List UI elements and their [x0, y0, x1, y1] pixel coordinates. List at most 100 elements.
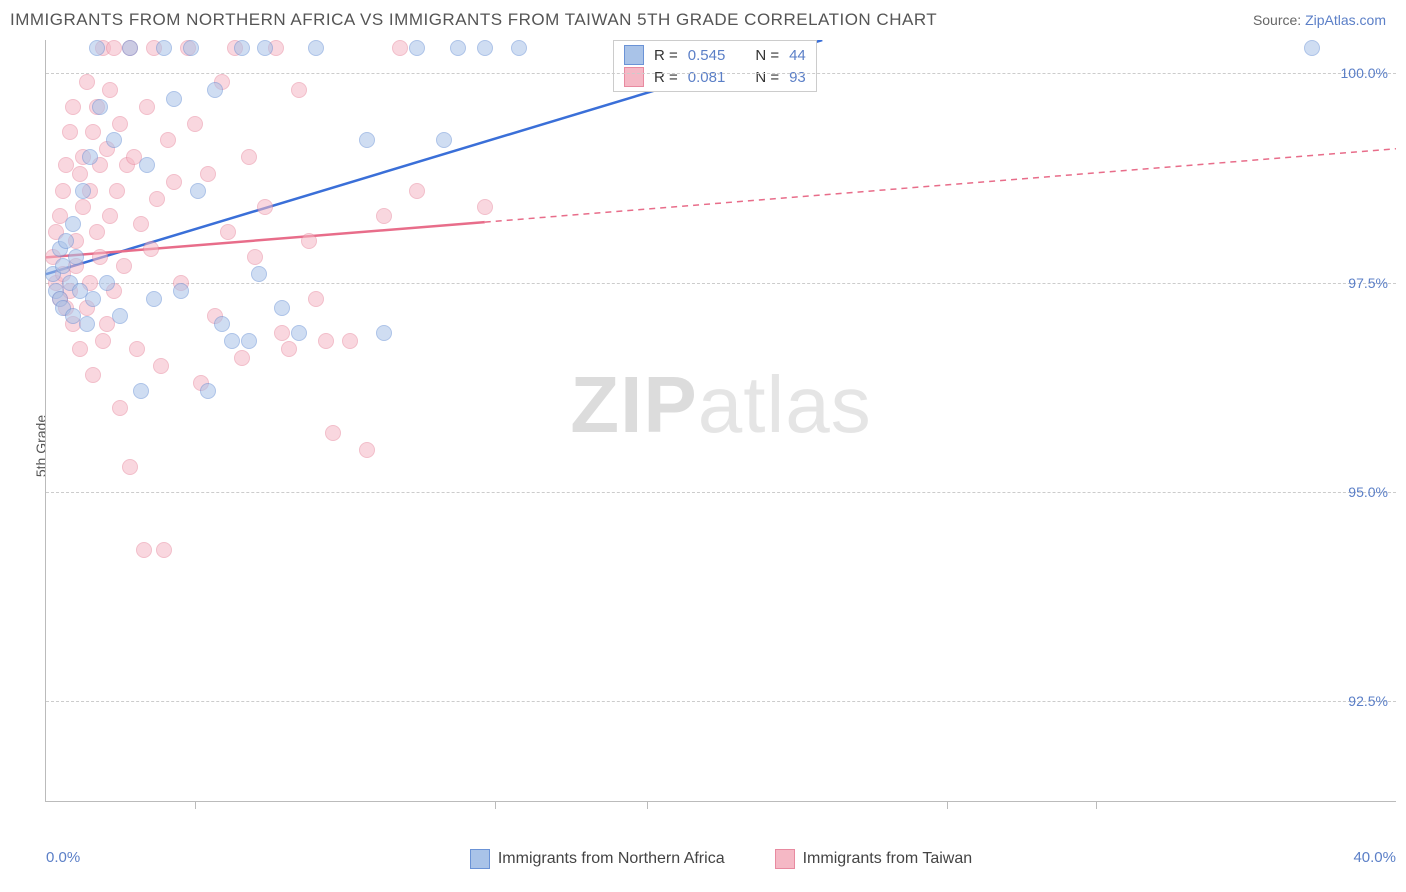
data-point	[62, 124, 78, 140]
gridline	[46, 701, 1396, 702]
source-prefix: Source:	[1253, 12, 1305, 28]
x-tick	[647, 801, 648, 809]
data-point	[102, 82, 118, 98]
watermark-light: atlas	[698, 360, 872, 449]
watermark: ZIPatlas	[570, 359, 871, 451]
data-point	[241, 333, 257, 349]
data-point	[68, 249, 84, 265]
data-point	[156, 542, 172, 558]
legend-stats: R = 0.545 N = 44 R = 0.081 N = 93	[613, 40, 817, 92]
data-point	[89, 224, 105, 240]
source-link[interactable]: ZipAtlas.com	[1305, 12, 1386, 28]
data-point	[1304, 40, 1320, 56]
header: IMMIGRANTS FROM NORTHERN AFRICA VS IMMIG…	[0, 0, 1406, 36]
data-point	[160, 132, 176, 148]
data-point	[166, 174, 182, 190]
data-point	[65, 99, 81, 115]
gridline	[46, 283, 1396, 284]
data-point	[106, 40, 122, 56]
legend-N-blue: 44	[789, 47, 806, 64]
data-point	[376, 325, 392, 341]
legend-stats-row-pink: R = 0.081 N = 93	[624, 67, 806, 87]
data-point	[136, 542, 152, 558]
data-point	[85, 367, 101, 383]
data-point	[116, 258, 132, 274]
data-point	[220, 224, 236, 240]
data-point	[274, 325, 290, 341]
legend-stats-row-blue: R = 0.545 N = 44	[624, 45, 806, 65]
y-tick-label: 95.0%	[1348, 484, 1388, 500]
data-point	[257, 40, 273, 56]
data-point	[133, 216, 149, 232]
legend-N-label: N =	[755, 69, 779, 86]
data-point	[106, 132, 122, 148]
legend-swatch-blue	[470, 849, 490, 869]
legend-item-blue: Immigrants from Northern Africa	[470, 849, 725, 869]
data-point	[146, 291, 162, 307]
data-point	[291, 82, 307, 98]
chart-title: IMMIGRANTS FROM NORTHERN AFRICA VS IMMIG…	[10, 10, 937, 30]
data-point	[92, 99, 108, 115]
data-point	[392, 40, 408, 56]
data-point	[214, 316, 230, 332]
data-point	[183, 40, 199, 56]
data-point	[436, 132, 452, 148]
legend-swatch-pink	[775, 849, 795, 869]
data-point	[301, 233, 317, 249]
data-point	[65, 216, 81, 232]
plot-area: ZIPatlas R = 0.545 N = 44 R = 0.081 N = …	[45, 40, 1396, 802]
legend-R-label: R =	[654, 69, 678, 86]
legend-R-label: R =	[654, 47, 678, 64]
gridline	[46, 492, 1396, 493]
data-point	[241, 149, 257, 165]
data-point	[234, 40, 250, 56]
data-point	[72, 341, 88, 357]
data-point	[359, 132, 375, 148]
data-point	[257, 199, 273, 215]
data-point	[251, 266, 267, 282]
data-point	[318, 333, 334, 349]
data-point	[133, 383, 149, 399]
legend-R-pink: 0.081	[688, 69, 726, 86]
data-point	[291, 325, 307, 341]
x-tick-label: 0.0%	[46, 849, 80, 866]
data-point	[122, 40, 138, 56]
gridline	[46, 73, 1396, 74]
data-point	[112, 116, 128, 132]
data-point	[281, 341, 297, 357]
data-point	[58, 233, 74, 249]
data-point	[89, 40, 105, 56]
source-credit: Source: ZipAtlas.com	[1253, 12, 1386, 28]
data-point	[82, 149, 98, 165]
data-point	[166, 91, 182, 107]
y-tick-label: 92.5%	[1348, 693, 1388, 709]
x-tick-label: 40.0%	[1353, 849, 1396, 866]
data-point	[99, 275, 115, 291]
data-point	[85, 291, 101, 307]
data-point	[274, 300, 290, 316]
data-point	[79, 316, 95, 332]
data-point	[139, 157, 155, 173]
data-point	[200, 383, 216, 399]
data-point	[247, 249, 263, 265]
data-point	[173, 283, 189, 299]
data-point	[187, 116, 203, 132]
data-point	[200, 166, 216, 182]
data-point	[112, 400, 128, 416]
watermark-bold: ZIP	[570, 360, 697, 449]
data-point	[207, 82, 223, 98]
chart-area: 5th Grade ZIPatlas R = 0.545 N = 44 R = …	[10, 40, 1396, 852]
data-point	[450, 40, 466, 56]
data-point	[72, 166, 88, 182]
legend-series: Immigrants from Northern Africa Immigran…	[46, 849, 1396, 869]
data-point	[79, 74, 95, 90]
y-tick-label: 100.0%	[1341, 65, 1388, 81]
legend-swatch-pink	[624, 67, 644, 87]
legend-N-label: N =	[755, 47, 779, 64]
data-point	[129, 341, 145, 357]
legend-label-pink: Immigrants from Taiwan	[803, 850, 973, 868]
legend-N-pink: 93	[789, 69, 806, 86]
data-point	[149, 191, 165, 207]
legend-item-pink: Immigrants from Taiwan	[775, 849, 973, 869]
data-point	[75, 183, 91, 199]
